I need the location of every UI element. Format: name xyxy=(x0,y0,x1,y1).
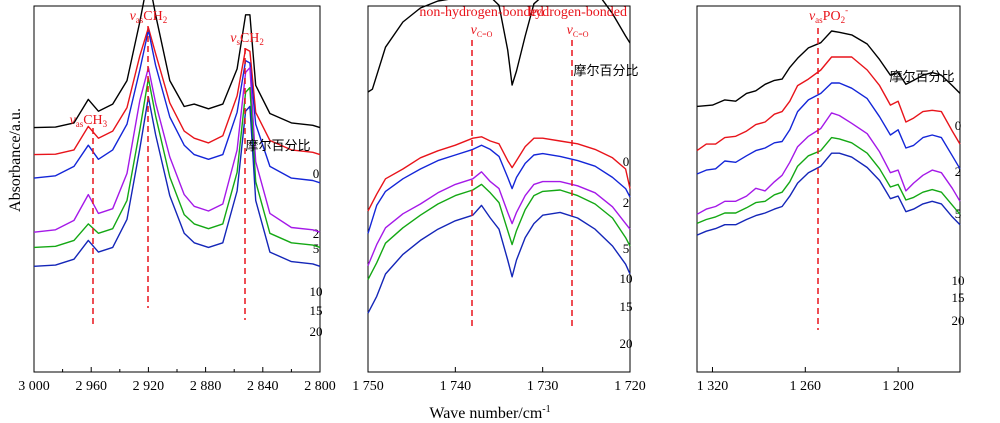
peak-annotation: vasCH3 xyxy=(70,113,108,129)
series-label-15: 15 xyxy=(310,303,323,318)
y-axis-title: Absorbance/a.u. xyxy=(7,108,24,212)
peak-annotation: non-hydrogen-bonded xyxy=(419,5,543,20)
x-tick-label: 1 320 xyxy=(697,379,729,394)
series-line-5 xyxy=(33,29,321,184)
series-label-10: 10 xyxy=(620,271,633,286)
series-line-2 xyxy=(367,136,631,212)
x-tick-label: 1 730 xyxy=(527,379,559,394)
series-line-5 xyxy=(696,82,961,175)
x-tick-label: 2 800 xyxy=(304,379,336,394)
series-line-10 xyxy=(696,112,961,215)
series-label-2: 2 xyxy=(313,226,320,241)
series-line-20 xyxy=(367,204,631,314)
panel-3: 1 320 1 260 1 200 0 2 5 10 15 20 摩尔百分比 vasPO2- xyxy=(696,5,965,394)
series-label-20: 20 xyxy=(952,313,965,328)
series-line-0 xyxy=(367,0,631,93)
x-tick-label: 2 840 xyxy=(247,379,279,394)
series-label-15: 15 xyxy=(620,299,633,314)
x-tick-label: 3 000 xyxy=(18,379,50,394)
series-label-0: 0 xyxy=(955,118,962,133)
series-label-2: 2 xyxy=(955,164,962,179)
plot-frame xyxy=(33,5,321,373)
series-line-0 xyxy=(696,30,961,108)
legend-title: 摩尔百分比 xyxy=(889,69,954,85)
series-label-20: 20 xyxy=(620,336,633,351)
peak-annotation: vasPO2- xyxy=(809,5,848,25)
plot-frame xyxy=(696,5,961,373)
series-line-15 xyxy=(367,183,631,280)
series-line-2 xyxy=(696,56,961,152)
x-tick-label: 1 720 xyxy=(614,379,646,394)
legend-title: 摩尔百分比 xyxy=(245,138,310,154)
x-tick-label: 1 260 xyxy=(790,379,822,394)
peak-annotation: vC=O xyxy=(567,23,589,39)
x-tick-label: 2 960 xyxy=(75,379,107,394)
series-line-5 xyxy=(367,144,631,234)
series-line-15 xyxy=(33,77,321,249)
series-line-20 xyxy=(33,96,321,267)
x-tick-label: 1 200 xyxy=(882,379,914,394)
peak-annotation: vsCH2 xyxy=(230,31,264,47)
series-label-10: 10 xyxy=(952,273,965,288)
x-axis-title: Wave number/cm-1 xyxy=(429,404,550,422)
series-label-10: 10 xyxy=(310,284,323,299)
series-label-5: 5 xyxy=(623,241,630,256)
panel-2: 1 750 1 740 1 730 1 720 0 2 5 10 15 20 摩尔百分比 non-hy… xyxy=(352,0,646,394)
legend-title: 摩尔百分比 xyxy=(573,63,638,79)
panel-1: 3 000 2 960 2 920 2 880 2 840 2 800 0 25 10 15 20 摩… xyxy=(18,0,336,394)
x-tick-label: 1 750 xyxy=(352,379,384,394)
series-line-15 xyxy=(696,136,961,225)
series-line-10 xyxy=(367,171,631,266)
series-line-10 xyxy=(33,66,321,233)
peak-annotation: vasCH2 xyxy=(130,9,168,25)
series-label-20: 20 xyxy=(310,324,323,339)
series-label-15: 15 xyxy=(952,290,965,305)
series-line-2 xyxy=(33,27,321,156)
series-label-0: 0 xyxy=(313,166,320,181)
series-label-5: 5 xyxy=(955,206,962,221)
series-label-2: 2 xyxy=(623,195,630,210)
series-line-20 xyxy=(696,152,961,236)
x-tick-label: 2 880 xyxy=(190,379,222,394)
peak-annotation: vC=O xyxy=(471,23,493,39)
x-tick-label: 1 740 xyxy=(440,379,472,394)
series-label-5: 5 xyxy=(313,241,320,256)
series-label-0: 0 xyxy=(623,154,630,169)
series-line-0 xyxy=(33,0,321,129)
x-tick-label: 2 920 xyxy=(133,379,165,394)
peak-annotation: hydrogen-bonded xyxy=(528,5,627,20)
